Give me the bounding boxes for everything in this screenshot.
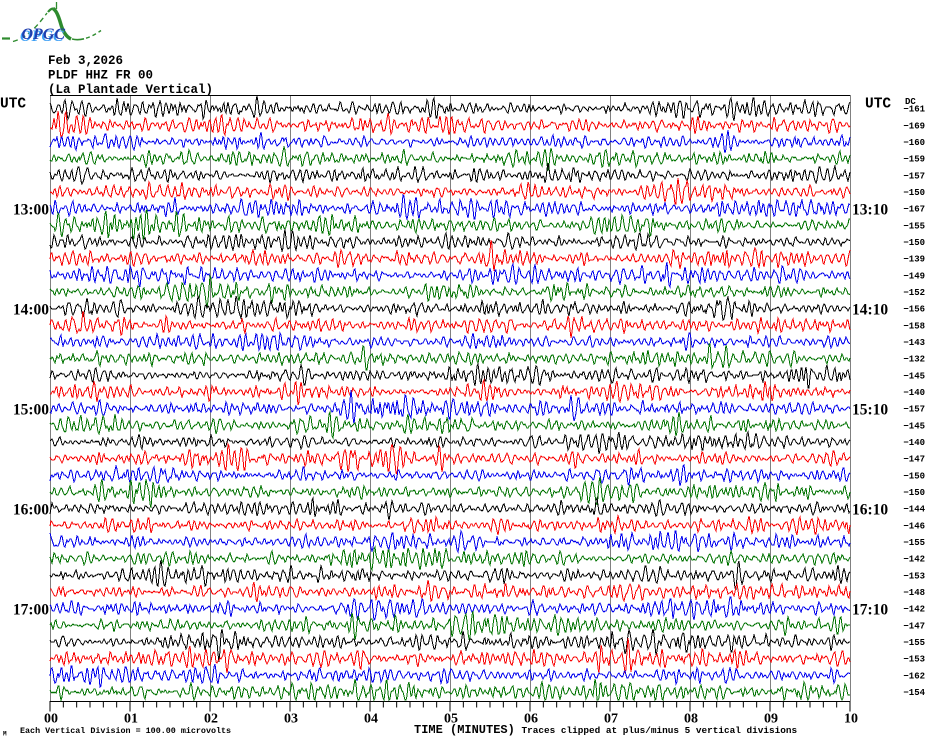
- svg-text:−158: −158: [903, 321, 925, 331]
- svg-text:−153: −153: [903, 655, 925, 665]
- svg-text:Feb 3,2026: Feb 3,2026: [48, 54, 123, 68]
- svg-text:−150: −150: [903, 471, 925, 481]
- svg-text:−147: −147: [903, 455, 925, 465]
- svg-text:−149: −149: [903, 271, 925, 281]
- svg-text:−142: −142: [903, 555, 925, 565]
- svg-text:16:10: 16:10: [852, 502, 888, 519]
- svg-text:−156: −156: [903, 305, 925, 315]
- svg-text:−159: −159: [903, 155, 925, 165]
- svg-text:−155: −155: [903, 538, 925, 548]
- svg-text:09: 09: [764, 712, 778, 727]
- svg-text:−146: −146: [903, 521, 925, 531]
- svg-text:04: 04: [364, 712, 378, 727]
- svg-text:−157: −157: [903, 405, 925, 415]
- svg-text:16:00: 16:00: [13, 502, 49, 519]
- svg-text:10: 10: [844, 712, 858, 727]
- svg-text:−155: −155: [903, 638, 925, 648]
- svg-text:08: 08: [684, 712, 698, 727]
- svg-text:−148: −148: [903, 588, 925, 598]
- svg-text:01: 01: [124, 712, 138, 727]
- svg-text:07: 07: [604, 712, 618, 727]
- svg-text:Traces clipped at plus/minus 5: Traces clipped at plus/minus 5 vertical …: [522, 725, 798, 736]
- svg-text:−154: −154: [903, 688, 925, 698]
- svg-text:−152: −152: [903, 288, 925, 298]
- svg-text:−143: −143: [903, 338, 925, 348]
- svg-text:−157: −157: [903, 171, 925, 181]
- svg-text:13:10: 13:10: [852, 202, 888, 219]
- svg-text:−140: −140: [903, 388, 925, 398]
- svg-text:−145: −145: [903, 421, 925, 431]
- svg-text:−153: −153: [903, 571, 925, 581]
- svg-text:02: 02: [204, 712, 218, 727]
- svg-text:−139: −139: [903, 255, 925, 265]
- svg-text:(La Plantade Vertical): (La Plantade Vertical): [48, 83, 213, 97]
- svg-text:−161: −161: [903, 105, 925, 115]
- svg-text:−150: −150: [903, 188, 925, 198]
- svg-text:DC: DC: [905, 97, 916, 107]
- svg-text:Each Vertical Division = 100.: Each Vertical Division = 100.00 microvol…: [20, 726, 231, 736]
- svg-text:−147: −147: [903, 621, 925, 631]
- svg-text:06: 06: [524, 712, 538, 727]
- svg-text:−160: −160: [903, 138, 925, 148]
- svg-text:13:00: 13:00: [13, 202, 49, 219]
- svg-text:17:10: 17:10: [852, 602, 888, 619]
- svg-text:OPGC: OPGC: [22, 26, 66, 43]
- svg-text:OPGC: OPGC: [20, 28, 64, 45]
- svg-text:03: 03: [284, 712, 298, 727]
- svg-text:17:00: 17:00: [13, 602, 49, 619]
- svg-text:15:10: 15:10: [852, 402, 888, 419]
- svg-text:−150: −150: [903, 488, 925, 498]
- svg-text:−142: −142: [903, 605, 925, 615]
- svg-text:−155: −155: [903, 221, 925, 231]
- svg-text:−162: −162: [903, 671, 925, 681]
- svg-text:TIME (MINUTES): TIME (MINUTES): [414, 723, 515, 737]
- svg-text:−150: −150: [903, 238, 925, 248]
- svg-text:14:10: 14:10: [852, 302, 888, 319]
- svg-text:15:00: 15:00: [13, 402, 49, 419]
- svg-text:05: 05: [444, 712, 458, 727]
- svg-text:−169: −169: [903, 121, 925, 131]
- svg-text:PLDF HHZ FR 00: PLDF HHZ FR 00: [48, 69, 153, 83]
- svg-text:−140: −140: [903, 438, 925, 448]
- svg-text:−132: −132: [903, 355, 925, 365]
- svg-text:−167: −167: [903, 205, 925, 215]
- svg-text:−144: −144: [903, 505, 925, 515]
- svg-text:−145: −145: [903, 371, 925, 381]
- svg-text:14:00: 14:00: [13, 302, 49, 319]
- svg-text:UTC: UTC: [865, 97, 891, 113]
- svg-text:M: M: [3, 731, 7, 738]
- svg-text:UTC: UTC: [0, 97, 26, 113]
- svg-text:00: 00: [44, 712, 58, 727]
